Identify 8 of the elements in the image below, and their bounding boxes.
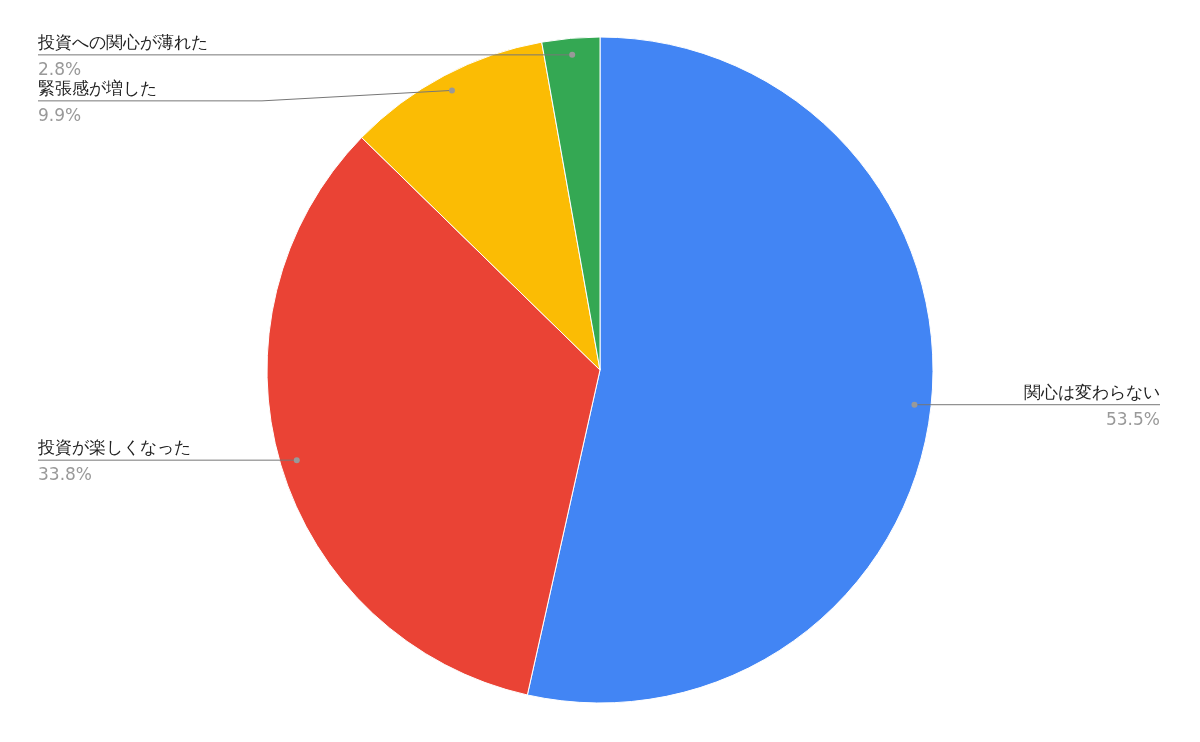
data-label: 9.9%	[38, 104, 82, 125]
slice-label: 緊張感が増した	[38, 77, 157, 98]
slice-label: 投資への関心が薄れた	[37, 31, 208, 52]
slice-label: 投資が楽しくなった	[37, 437, 191, 458]
data-label: 2.8%	[38, 58, 82, 79]
data-label: 53.5%	[1105, 408, 1160, 429]
data-label: 33.8%	[38, 464, 93, 485]
slice-label: 関心は変わらない	[1024, 381, 1160, 402]
